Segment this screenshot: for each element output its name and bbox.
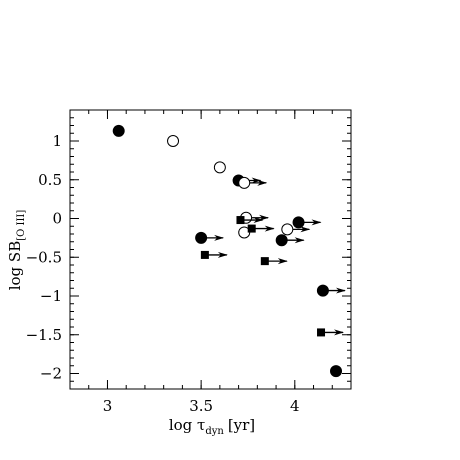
filled-circle-point <box>195 231 208 244</box>
x-tick-label: 3 <box>103 397 113 415</box>
x-axis-label-subscript: dyn <box>205 426 224 437</box>
open-circle-point <box>238 176 251 189</box>
data-points <box>112 124 346 378</box>
open-circle-point <box>167 135 180 147</box>
open-circle-point <box>281 223 294 236</box>
open-circle-point <box>213 161 226 174</box>
y-tick-label: −1 <box>40 287 62 305</box>
x-tick-label: 4 <box>290 397 300 415</box>
filled-square-point <box>247 224 256 233</box>
y-tick-label: −1.5 <box>26 326 62 344</box>
filled-circle-point <box>292 216 305 229</box>
axis-ticks <box>69 109 352 390</box>
filled-circle-point <box>275 234 288 247</box>
y-tick-label: −0.5 <box>26 248 62 266</box>
y-tick-label: 1 <box>52 132 62 150</box>
filled-circle-point <box>316 284 329 297</box>
plot-frame <box>69 109 352 390</box>
y-axis-label-subscript: [O III] <box>16 210 27 241</box>
axis-tick-labels: 3 3.5 4 1 0.5 0 −0.5 −1 −1.5 −2 <box>26 132 300 415</box>
y-tick-label: 0.5 <box>38 171 62 189</box>
y-axis-label: log SB[O III] <box>6 210 27 291</box>
filled-circle-point <box>330 365 343 378</box>
x-axis-label-main: log τ <box>169 416 206 434</box>
filled-square-point <box>236 216 245 225</box>
x-axis-label-unit: [yr] <box>228 416 255 434</box>
filled-square-point <box>260 257 269 266</box>
x-axis-label: log τdyn [yr] <box>169 416 255 437</box>
y-axis-label-main: log SB <box>6 241 24 291</box>
x-tick-label: 3.5 <box>189 397 213 415</box>
filled-square-point <box>200 250 209 259</box>
filled-circle-point <box>112 124 125 137</box>
filled-square-point <box>317 328 326 337</box>
y-tick-label: −2 <box>40 365 62 383</box>
y-tick-label: 0 <box>52 210 62 228</box>
